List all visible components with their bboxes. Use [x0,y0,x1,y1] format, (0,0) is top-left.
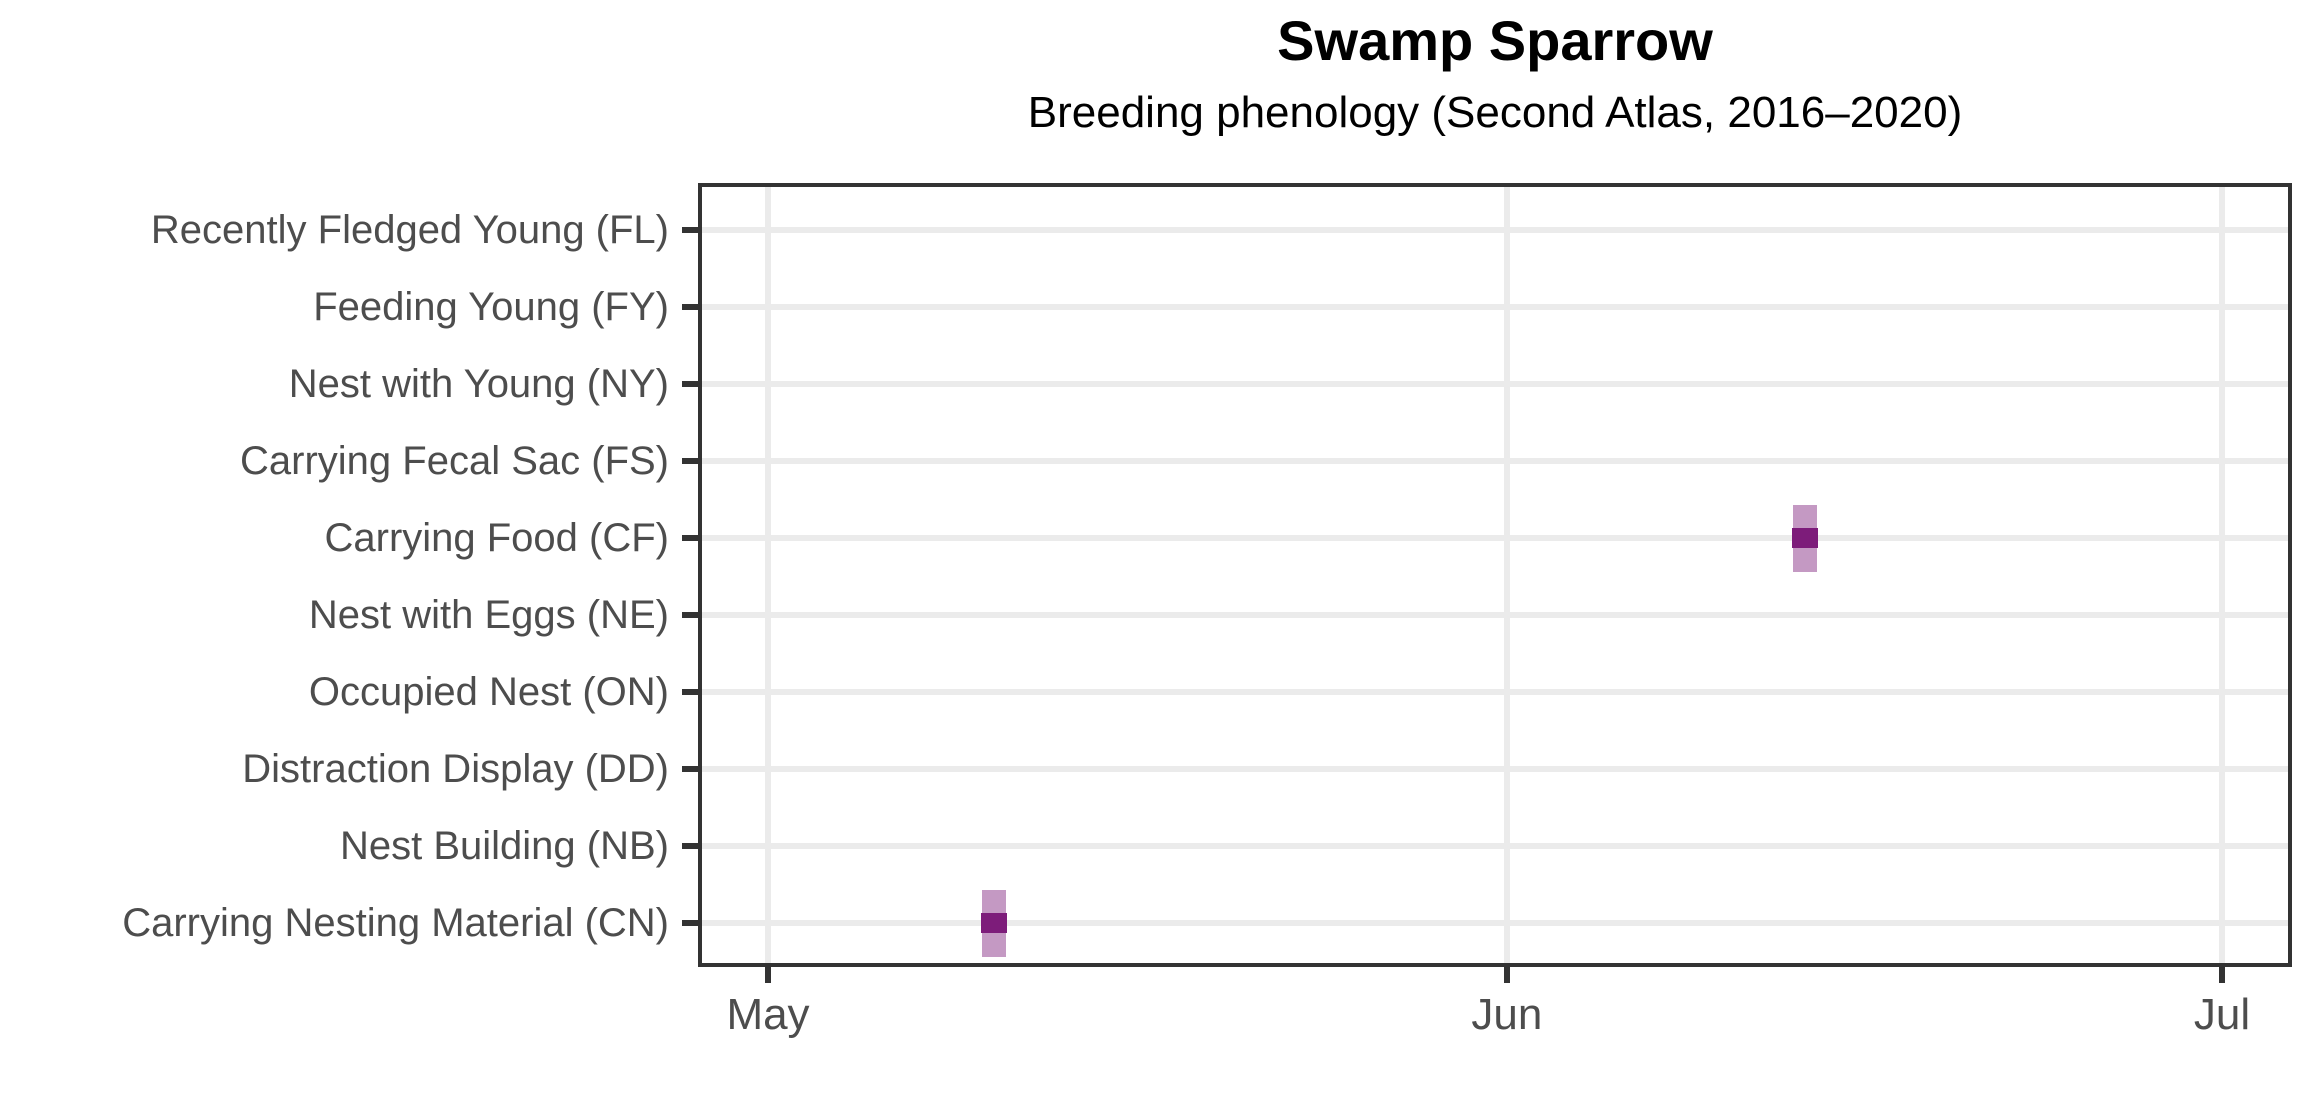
y-axis-tick [682,612,698,618]
y-axis-label: Carrying Nesting Material (CN) [122,901,669,945]
y-gridline [702,458,2288,464]
x-gridline [765,187,771,963]
panel-border [698,183,2292,967]
y-gridline [702,381,2288,387]
y-gridline [702,689,2288,695]
y-axis-label: Nest Building (NB) [339,824,669,868]
y-axis-label: Distraction Display (DD) [242,747,669,791]
y-axis-tick [682,227,698,233]
x-axis-label: Jul [2193,990,2251,1039]
y-gridline [702,843,2288,849]
chart-title: Swamp Sparrow [1277,9,1713,72]
y-gridline [702,766,2288,772]
y-axis-tick [682,689,698,695]
y-axis-label: Feeding Young (FY) [313,285,669,329]
y-axis-label: Nest with Young (NY) [288,362,669,406]
chart-subtitle: Breeding phenology (Second Atlas, 2016–2… [1027,88,1963,137]
y-axis-label: Carrying Food (CF) [324,516,669,560]
y-axis-tick [682,304,698,310]
y-axis-label: Carrying Fecal Sac (FS) [240,439,669,483]
y-axis-tick [682,843,698,849]
y-axis-tick [682,458,698,464]
y-gridline [702,612,2288,618]
y-axis-label: Nest with Eggs (NE) [308,593,669,637]
y-axis-label: Recently Fledged Young (FL) [150,208,669,252]
y-axis-tick [682,535,698,541]
x-axis-tick [2218,967,2225,983]
data-point-square [981,913,1008,933]
y-gridline [702,920,2288,926]
y-gridline [702,304,2288,310]
x-axis-label: Jun [1471,990,1543,1039]
y-gridline [702,535,2288,541]
y-gridline [702,227,2288,233]
x-axis-label: May [726,990,810,1039]
x-axis-tick [765,967,771,983]
x-gridline [2218,187,2225,963]
y-axis-label: Occupied Nest (ON) [308,670,669,714]
y-axis-tick [682,920,698,926]
x-axis-tick [1503,967,1510,983]
x-gridline [1503,187,1510,963]
y-axis-tick [682,766,698,772]
y-axis-tick [682,381,698,387]
data-point-square [1791,528,1818,548]
